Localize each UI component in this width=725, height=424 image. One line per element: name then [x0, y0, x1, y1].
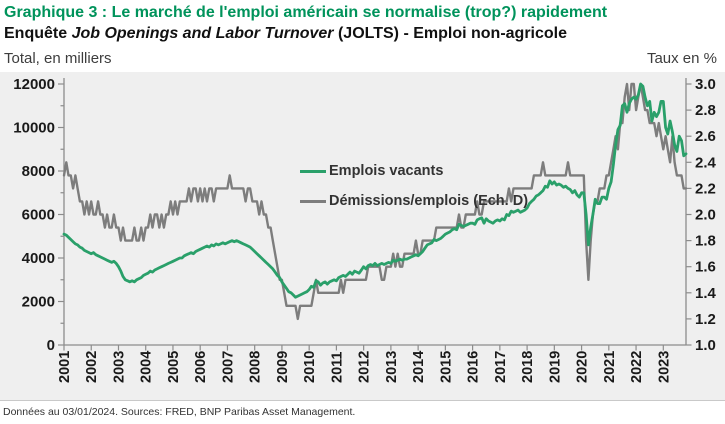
- x-tick-label-year: 2021: [602, 351, 618, 383]
- chart-footer: Données au 03/01/2024. Sources: FRED, BN…: [0, 400, 725, 424]
- demissions-emplois-line: [62, 82, 688, 321]
- jolts-line-chart: 0 2000 4000 6000 8000 10000 12000 1.0 1.2 1.4 1.6 1…: [13, 76, 717, 383]
- x-tick-label-year: 2015: [438, 351, 454, 383]
- x-tick-label-year: 2023: [656, 351, 672, 383]
- legend-item-emplois-vacants: Emplois vacants: [300, 163, 443, 179]
- y-right-tick-label: 2.2: [695, 180, 716, 197]
- x-tick-label-year: 2013: [384, 351, 400, 383]
- x-tick-label-year: 2001: [57, 351, 73, 383]
- chart-plot-region: 0 2000 4000 6000 8000 10000 12000 1.0 1.2 1.4 1.6 1…: [0, 72, 725, 400]
- left-axis-caption: Total, en milliers: [4, 50, 112, 67]
- x-tick-label-year: 2011: [329, 352, 345, 383]
- y-right-tick-label: 2.4: [695, 154, 717, 171]
- x-tick-label-year: 2003: [111, 351, 127, 383]
- x-tick-label-year: 2002: [84, 351, 100, 383]
- x-tick-label-year: 2018: [520, 351, 536, 383]
- chart-title: Graphique 3 : Le marché de l'emploi amér…: [4, 4, 608, 21]
- right-axis-caption: Taux en %: [646, 50, 717, 67]
- legend-swatch-green-line: [300, 169, 326, 173]
- x-tick-label-year: 2010: [302, 351, 318, 383]
- y-left-tick-label: 2000: [22, 294, 55, 311]
- legend-item-demissions: Démissions/emplois (Ech. D): [300, 193, 528, 209]
- y-left-tick-label: 6000: [22, 207, 55, 224]
- x-tick-label-year: 2016: [466, 351, 482, 383]
- x-tick-label-year: 2006: [193, 351, 209, 383]
- y-right-tick-label: 1.4: [695, 285, 717, 302]
- y-left-tick-label: 0: [47, 337, 55, 354]
- y-left-tick-label: 4000: [22, 250, 55, 267]
- y-right-tick-label: 3.0: [695, 76, 716, 93]
- y-right-tick-label: 2.0: [695, 207, 716, 224]
- emplois-vacants-line: [62, 82, 688, 299]
- x-tick-label-year: 2004: [139, 351, 155, 383]
- x-tick-label-year: 2020: [575, 351, 591, 383]
- y-right-tick-label: 2.6: [695, 128, 716, 145]
- x-tick-label-year: 2008: [248, 351, 264, 383]
- y-right-tick-label: 1.2: [695, 311, 716, 328]
- chart-subtitle: Enquête Job Openings and Labor Turnover …: [4, 23, 721, 44]
- x-tick-label-year: 2009: [275, 351, 291, 383]
- y-left-tick-label: 12000: [13, 76, 55, 93]
- legend-swatch-gray-line: [300, 199, 326, 203]
- legend-label: Démissions/emplois (Ech. D): [329, 193, 529, 209]
- y-left-tick-label: 8000: [22, 163, 55, 180]
- x-tick-label-year: 2019: [547, 351, 563, 383]
- x-tick-label-year: 2017: [493, 351, 509, 383]
- x-tick-label-year: 2012: [357, 351, 373, 383]
- x-tick-label-year: 2014: [411, 351, 427, 383]
- y-right-tick-label: 2.8: [695, 102, 716, 119]
- y-left-tick-label: 10000: [13, 120, 55, 137]
- y-right-tick-label: 1.0: [695, 337, 716, 354]
- subtitle-survey-name: Job Openings and Labor Turnover: [71, 25, 334, 42]
- legend-label: Emplois vacants: [329, 163, 444, 179]
- chart-header: Graphique 3 : Le marché de l'emploi amér…: [0, 0, 725, 68]
- axis-captions-row: Total, en milliers Taux en %: [4, 49, 721, 68]
- subtitle-suffix: (JOLTS) - Emploi non-agricole: [333, 25, 567, 42]
- x-tick-label-year: 2022: [629, 351, 645, 383]
- x-tick-label-year: 2005: [166, 351, 182, 383]
- y-right-tick-label: 1.6: [695, 259, 716, 276]
- subtitle-prefix: Enquête: [4, 25, 72, 42]
- y-right-tick-label: 1.8: [695, 233, 716, 250]
- x-tick-label-year: 2007: [220, 351, 236, 383]
- source-note: Données au 03/01/2024. Sources: FRED, BN…: [3, 406, 356, 418]
